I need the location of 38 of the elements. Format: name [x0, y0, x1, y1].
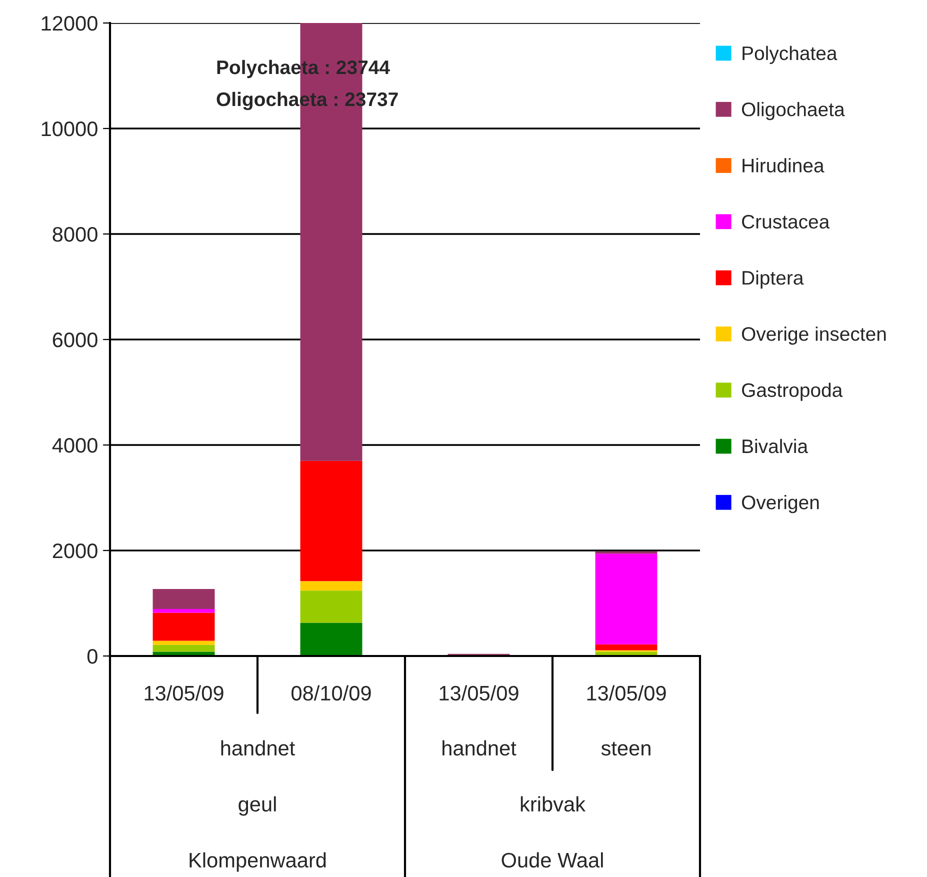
legend-label: Oligochaeta — [742, 102, 845, 120]
y-tick-label: 8000 — [52, 227, 98, 242]
y-tick-label: 12000 — [42, 16, 98, 31]
bar — [300, 460, 362, 582]
bar — [152, 644, 215, 652]
legend-label: Diptera — [742, 270, 804, 289]
y-tick-label: 4000 — [52, 438, 98, 453]
bar — [152, 640, 215, 645]
text: Klompenwaard — [190, 852, 326, 872]
legend-label: Overige insecten — [742, 326, 886, 345]
y-tick-label: 6000 — [52, 332, 98, 348]
y-tick-label: 2000 — [52, 544, 98, 558]
bar — [300, 622, 362, 656]
bar — [300, 581, 362, 591]
bar — [595, 554, 658, 644]
text: geul — [238, 796, 276, 816]
bar — [300, 590, 362, 623]
x-tick-label: 08/10/09 — [292, 685, 371, 701]
text: kribvak — [520, 796, 586, 812]
text: Oude Waal — [502, 852, 603, 868]
text: steen — [601, 742, 650, 756]
legend-label: Bivalvia — [742, 438, 808, 454]
bar — [152, 612, 215, 641]
x-tick-label: 13/05/09 — [144, 685, 224, 701]
bar — [152, 589, 215, 610]
bar — [152, 609, 215, 613]
legend-label: Hirudinea — [742, 158, 824, 172]
x-tick-label: 13/05/09 — [440, 685, 518, 701]
text: handnet — [221, 740, 296, 756]
y-tick-label: 10000 — [42, 122, 98, 136]
legend-label: Crustacea — [742, 214, 830, 229]
legend-label: Gastropoda — [742, 382, 843, 401]
bar — [595, 644, 658, 650]
legend-label: Polychatea — [742, 46, 838, 64]
legend-label: Overigen — [742, 495, 819, 514]
x-tick-label: 13/05/09 — [587, 685, 666, 701]
y-tick-label: 0 — [87, 649, 98, 664]
text: handnet — [442, 740, 516, 756]
